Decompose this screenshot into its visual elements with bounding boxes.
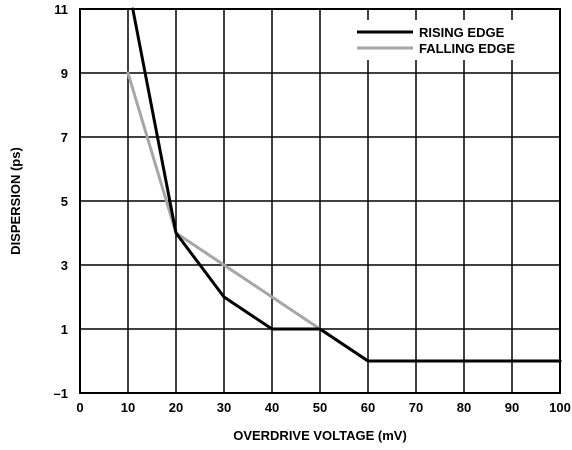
x-tick-label: 90 [505, 400, 519, 415]
y-tick-label: 1 [61, 322, 68, 337]
y-tick-label: 11 [54, 2, 68, 17]
grid-lines [80, 9, 560, 393]
y-tick-label: –1 [54, 386, 68, 401]
x-tick-label: 30 [217, 400, 231, 415]
x-tick-label: 60 [361, 400, 375, 415]
series-line-rising-edge [131, 7, 562, 363]
x-axis-label: OVERDRIVE VOLTAGE (mV) [233, 428, 407, 443]
y-axis-label: DISPERSION (ps) [8, 147, 23, 255]
series-line-falling-edge [126, 71, 562, 363]
x-tick-label: 100 [549, 400, 571, 415]
x-tick-label: 10 [121, 400, 135, 415]
tick-labels: 0 10 20 30 40 50 60 70 80 90 100 –1 1 3 5 7 9 11 [54, 2, 571, 415]
legend-label-falling-edge: FALLING EDGE [419, 41, 515, 56]
x-tick-label: 50 [313, 400, 327, 415]
series-layer [126, 7, 562, 363]
x-tick-label: 40 [265, 400, 279, 415]
x-tick-label: 0 [76, 400, 83, 415]
y-tick-label: 7 [61, 130, 68, 145]
legend-label-rising-edge: RISING EDGE [419, 25, 505, 40]
y-tick-label: 9 [61, 66, 68, 81]
x-tick-label: 20 [169, 400, 183, 415]
legend: RISING EDGE FALLING EDGE [345, 20, 557, 60]
x-tick-label: 70 [409, 400, 423, 415]
y-tick-label: 5 [61, 194, 68, 209]
x-tick-label: 80 [457, 400, 471, 415]
y-tick-label: 3 [61, 258, 68, 273]
legend-background [345, 20, 557, 60]
plot-frame [79, 8, 561, 394]
